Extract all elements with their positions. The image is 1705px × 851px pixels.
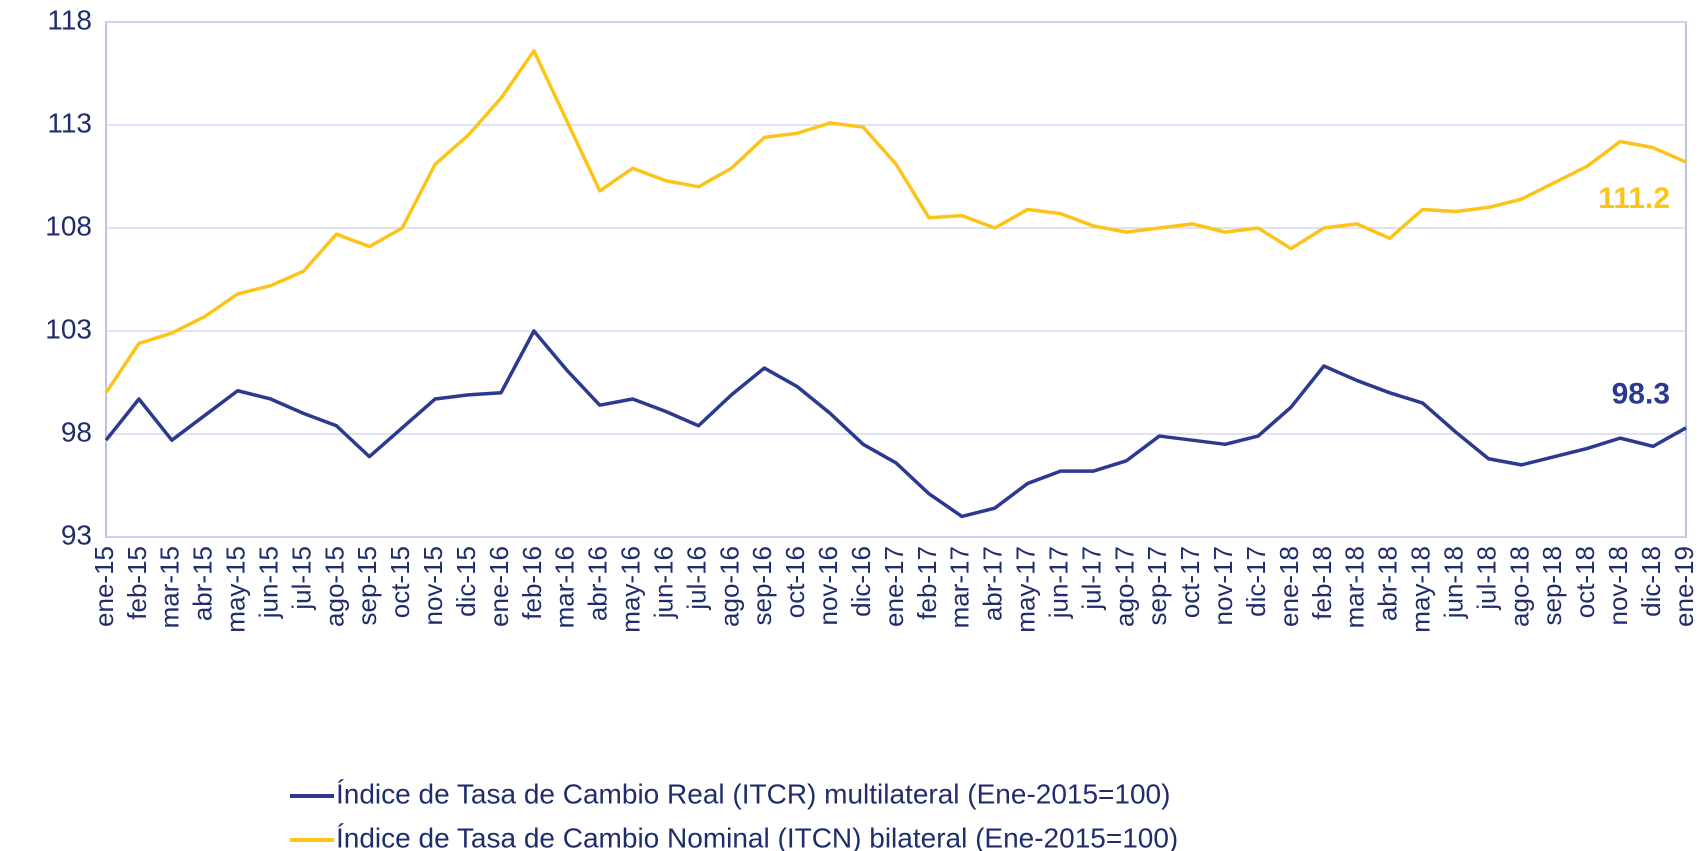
x-tick-label: jun-17: [1043, 546, 1073, 619]
legend-label: Índice de Tasa de Cambio Nominal (ITCN) …: [336, 822, 1178, 851]
x-tick-label: may-17: [1011, 546, 1041, 633]
x-tick-label: oct-16: [780, 546, 810, 618]
x-tick-label: abr-18: [1373, 546, 1403, 621]
x-tick-label: abr-15: [188, 546, 218, 621]
x-tick-label: ene-15: [89, 546, 119, 627]
x-tick-label: jul-17: [1076, 546, 1106, 611]
x-tick-label: mar-18: [1340, 546, 1370, 628]
x-tick-label: ene-18: [1274, 546, 1304, 627]
x-tick-label: dic-17: [1241, 546, 1271, 617]
x-tick-label: may-15: [221, 546, 251, 633]
x-tick-label: oct-15: [385, 546, 415, 618]
series-line: [104, 49, 1687, 394]
x-tick-label: abr-16: [583, 546, 613, 621]
y-tick-label: 93: [61, 519, 92, 550]
y-tick-label: 113: [47, 107, 92, 138]
x-tick-label: ene-16: [484, 546, 514, 627]
x-tick-label: abr-17: [978, 546, 1008, 621]
x-tick-label: dic-18: [1636, 546, 1666, 617]
x-tick-label: jun-15: [253, 546, 283, 619]
x-tick-label: jul-15: [286, 546, 316, 611]
legend-label: Índice de Tasa de Cambio Real (ITCR) mul…: [336, 778, 1170, 809]
x-tick-label: dic-15: [451, 546, 481, 617]
x-tick-label: jun-16: [648, 546, 678, 619]
x-tick-label: sep-16: [747, 546, 777, 626]
x-tick-label: feb-17: [912, 546, 942, 620]
x-tick-label: jul-18: [1471, 546, 1501, 611]
x-tick-label: may-16: [616, 546, 646, 633]
x-tick-label: nov-16: [813, 546, 843, 626]
x-tick-label: feb-15: [122, 546, 152, 620]
x-tick-label: ene-17: [879, 546, 909, 627]
series-line: [104, 329, 1687, 519]
x-tick-label: ene-19: [1669, 546, 1699, 627]
x-tick-label: nov-17: [1208, 546, 1238, 626]
x-tick-label: mar-17: [945, 546, 975, 628]
x-tick-label: feb-16: [517, 546, 547, 620]
x-tick-label: feb-18: [1307, 546, 1337, 620]
x-tick-label: mar-16: [550, 546, 580, 628]
y-tick-label: 98: [61, 416, 92, 447]
x-tick-label: ago-15: [319, 546, 349, 627]
x-tick-label: oct-18: [1570, 546, 1600, 618]
x-tick-label: ago-17: [1109, 546, 1139, 627]
x-tick-label: nov-18: [1603, 546, 1633, 626]
x-tick-label: sep-15: [352, 546, 382, 626]
x-tick-label: dic-16: [846, 546, 876, 617]
x-tick-label: ago-16: [714, 546, 744, 627]
x-tick-label: oct-17: [1175, 546, 1205, 618]
x-tick-label: sep-17: [1142, 546, 1172, 626]
x-tick-label: nov-15: [418, 546, 448, 626]
x-tick-label: mar-15: [155, 546, 185, 628]
y-tick-label: 103: [45, 313, 92, 344]
x-tick-label: sep-18: [1537, 546, 1567, 626]
data-label: 98.3: [1612, 378, 1670, 411]
plot-area: [105, 21, 1687, 538]
data-label: 111.2: [1598, 182, 1670, 215]
x-tick-label: ago-18: [1504, 546, 1534, 627]
x-tick-label: may-18: [1406, 546, 1436, 633]
y-tick-label: 108: [45, 210, 92, 241]
x-tick-label: jun-18: [1438, 546, 1468, 619]
x-tick-label: jul-16: [681, 546, 711, 611]
y-tick-label: 118: [47, 4, 92, 35]
